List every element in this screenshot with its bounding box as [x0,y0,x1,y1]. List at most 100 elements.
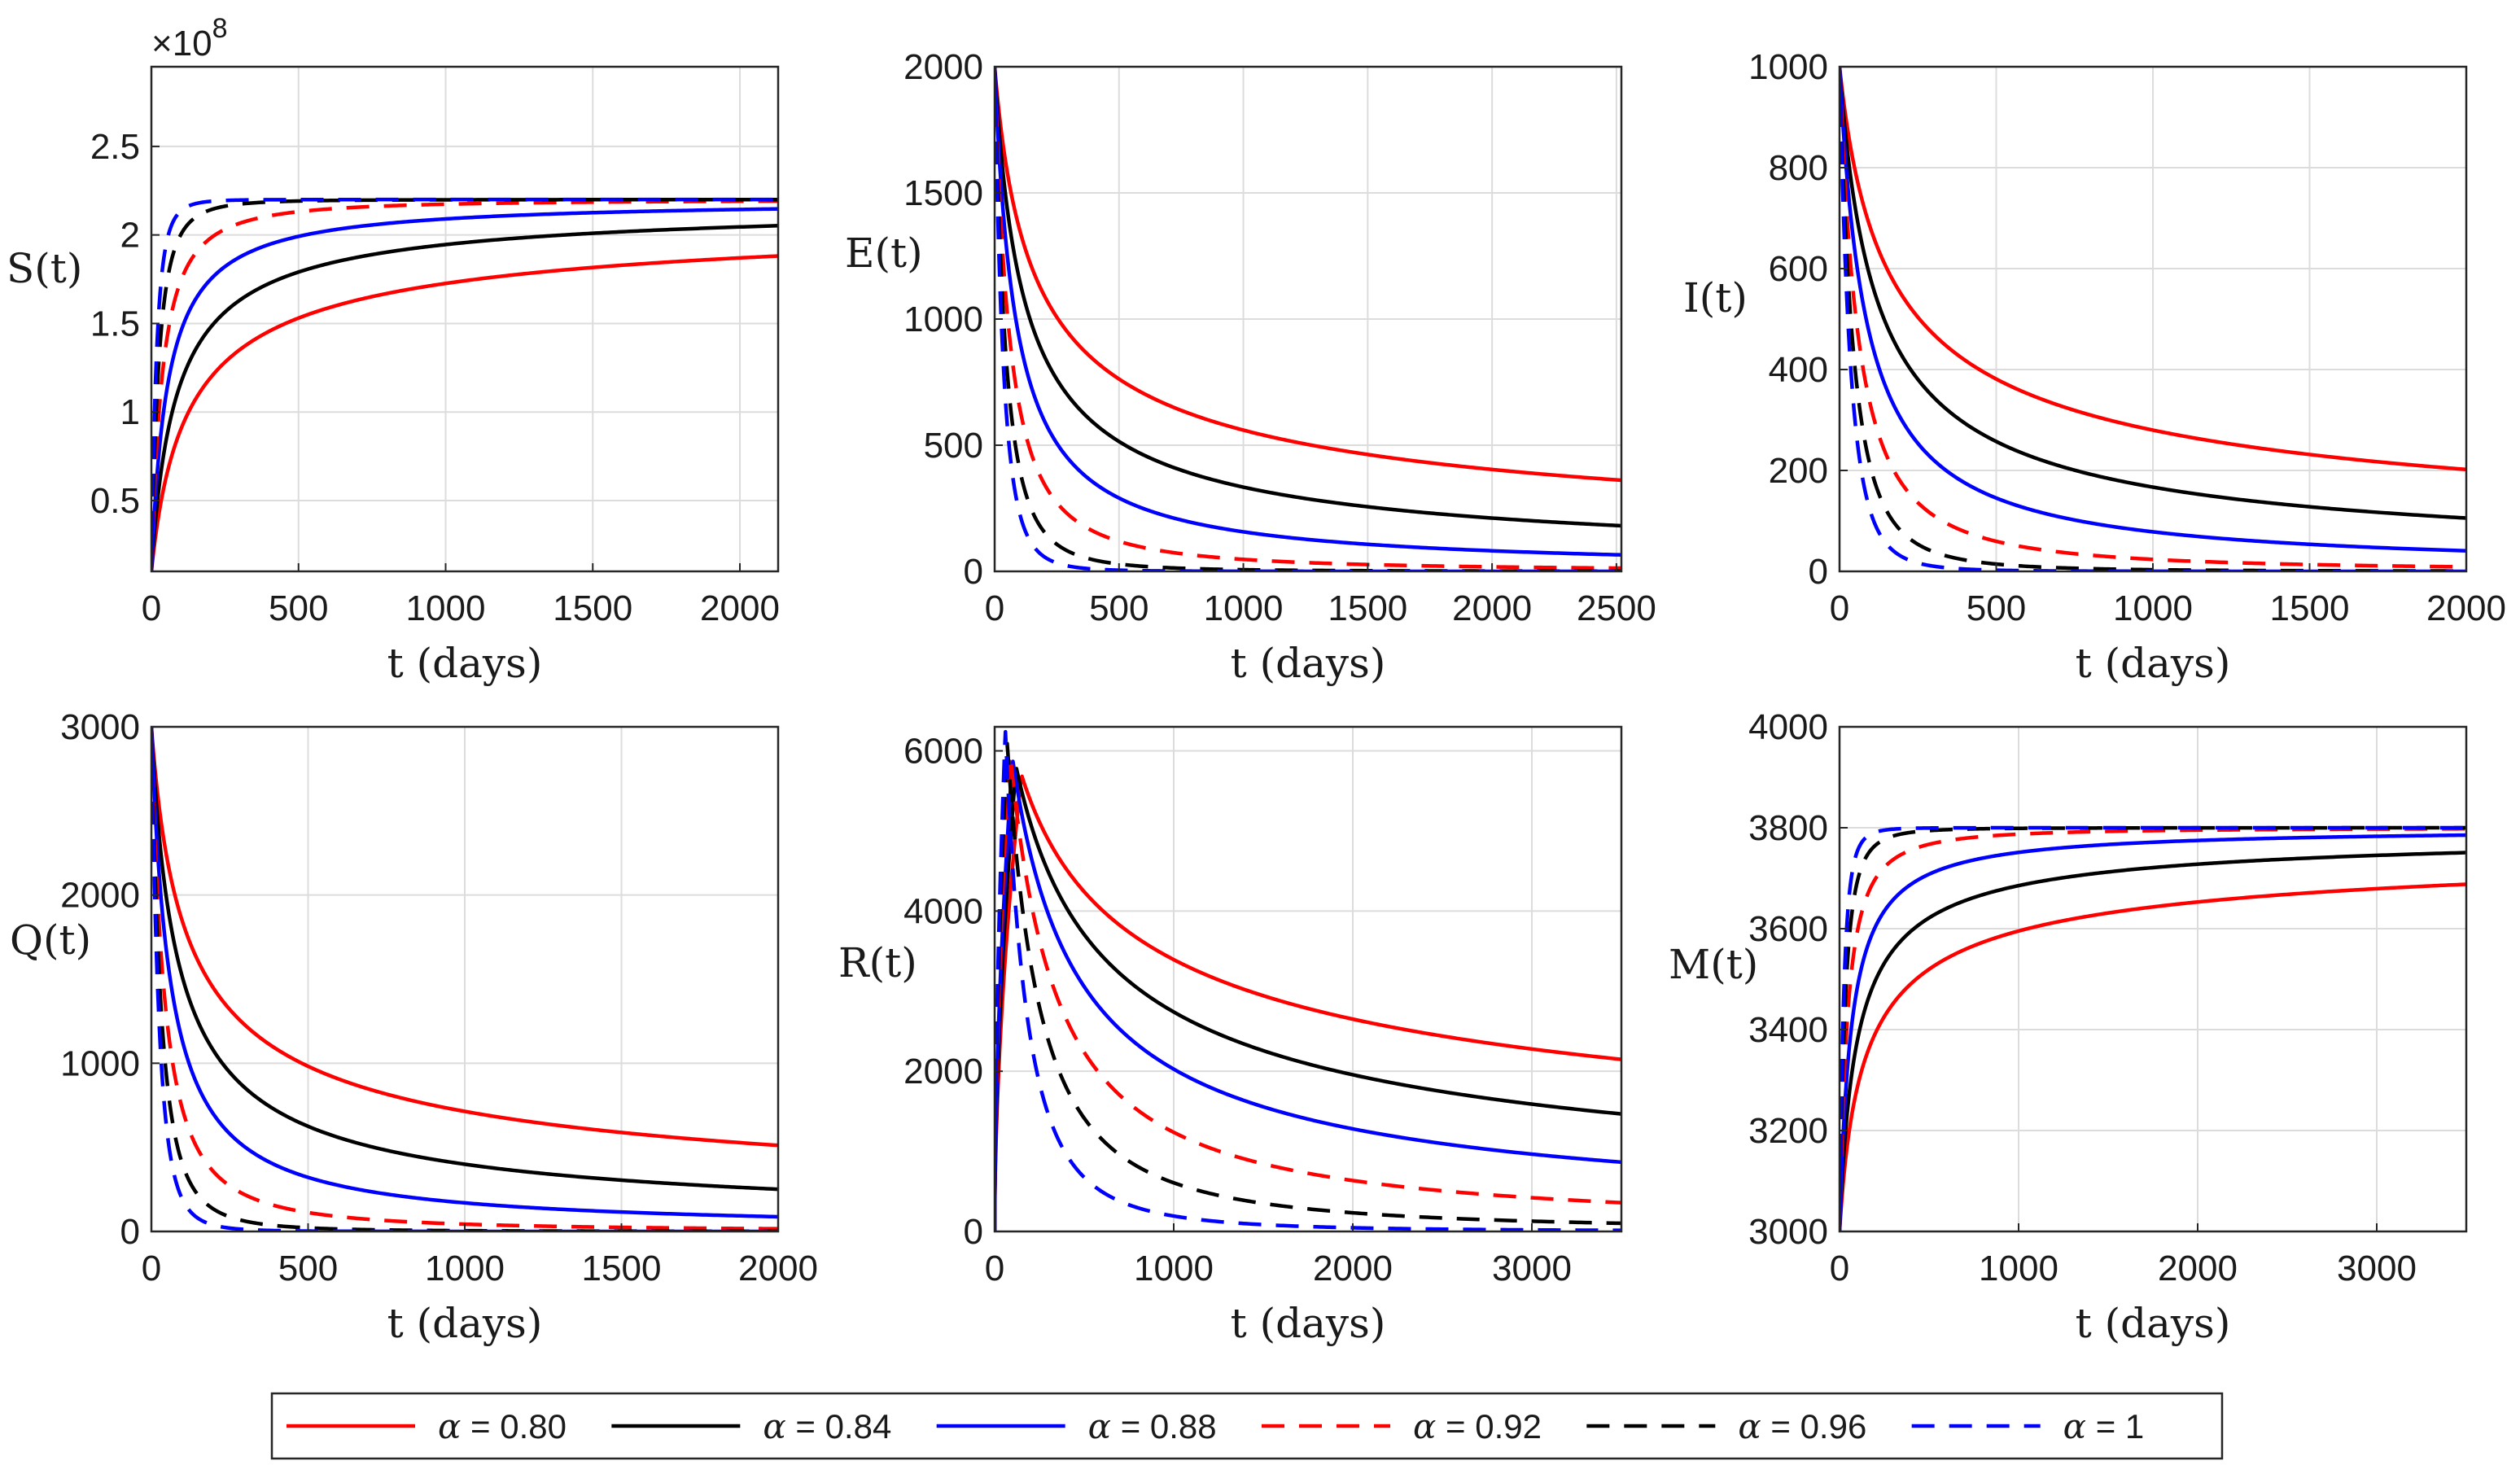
x-tick-label: 1000 [1134,1249,1214,1288]
series-line-I-3 [1840,67,2466,569]
y-tick-label: 1500 [903,173,983,213]
y-tick-label: 4000 [903,891,983,931]
y-axis-label: I(t) [1683,274,1748,321]
y-axis-label: M(t) [1669,941,1758,988]
x-axis-label: t (days) [2076,1300,2231,1347]
x-tick-label: 1000 [1979,1249,2058,1288]
series-line-S-3 [151,199,778,571]
legend-item-2: α = 0.88 [936,1406,1217,1446]
series-line-R-2 [995,759,1621,1231]
series-line-S-4 [151,197,778,571]
y-tick-label: 0 [120,1212,140,1252]
y-tick-label: 3000 [1748,1212,1828,1252]
series-line-Q-1 [151,727,778,1192]
panel-E: 0 500 1000 1500 2000 2500 0 500 1000 1500 2000 t (d… [845,47,1656,687]
y-tick-label: 500 [924,426,983,466]
x-tick-label: 1500 [2270,588,2350,628]
y-tick-label: 3800 [1748,808,1828,848]
legend-label: α = 0.84 [763,1406,891,1446]
series-line-M-0 [1840,882,2466,1231]
y-tick-label: 3200 [1748,1111,1828,1151]
y-exponent-label: ×108 [151,13,228,63]
y-axis-label: Q(t) [10,916,91,964]
x-tick-label: 1000 [2113,588,2193,628]
x-axis-label: t (days) [387,1300,543,1347]
grid-E [995,67,1621,571]
axes-frame-R [993,725,1623,1233]
panel-Q: 0 500 1000 1500 2000 0 1000 2000 3000 t (days) Q(t… [10,707,818,1347]
x-tick-label: 500 [1089,588,1148,628]
legend-item-1: α = 0.84 [611,1406,891,1446]
y-tick-label: 1000 [60,1043,140,1083]
series-line-E-1 [995,67,1621,528]
y-axis-label: E(t) [845,230,923,277]
y-tick-label: 200 [1769,451,1828,491]
grid-S [151,67,778,571]
grid-M [1840,727,2466,1231]
y-tick-label: 1.5 [90,304,140,343]
series-line-E-2 [995,67,1621,558]
series-line-E-0 [995,67,1621,483]
legend-label: α = 0.96 [1738,1406,1866,1446]
x-tick-label: 0 [142,588,161,628]
x-tick-label: 2000 [2158,1249,2238,1288]
y-tick-label: 0 [964,1212,983,1252]
x-axis-label: t (days) [1231,640,1386,687]
y-tick-label: 3000 [60,707,140,747]
legend-item-3: α = 0.92 [1262,1406,1542,1446]
y-tick-label: 1000 [903,300,983,339]
y-tick-label: 2000 [903,1052,983,1091]
x-tick-label: 1000 [1204,588,1284,628]
x-tick-label: 3000 [1492,1249,1572,1288]
series-line-S-0 [151,254,778,571]
x-tick-label: 1000 [406,588,486,628]
x-tick-label: 1500 [553,588,632,628]
series-line-E-4 [995,67,1621,571]
y-tick-label: 6000 [903,732,983,772]
x-tick-label: 0 [1830,1249,1849,1288]
y-axis-label: R(t) [838,939,917,986]
y-tick-label: 400 [1769,350,1828,390]
legend-label: α = 0.92 [1413,1406,1542,1446]
y-tick-label: 2000 [903,47,983,87]
y-tick-label: 2000 [60,876,140,916]
grid-I [1840,67,2466,571]
legend-label: α = 1 [2063,1406,2145,1446]
series-group-S [151,197,778,571]
x-tick-label: 1500 [1328,588,1407,628]
x-tick-label: 1500 [582,1249,662,1288]
x-tick-label: 3000 [2337,1249,2417,1288]
series-line-M-1 [1840,851,2466,1231]
x-axis-label: t (days) [2076,640,2231,687]
series-line-M-4 [1840,825,2466,1231]
series-line-Q-3 [151,727,778,1231]
x-tick-label: 0 [1830,588,1849,628]
y-tick-label: 3600 [1748,909,1828,949]
x-tick-label: 0 [985,1249,1004,1288]
x-tick-label: 2000 [700,588,780,628]
grid-Q [151,727,778,1231]
x-tick-label: 2000 [2426,588,2506,628]
y-tick-label: 2 [120,216,140,256]
y-tick-label: 600 [1769,249,1828,289]
axes-frame-M [1838,725,2468,1233]
series-line-R-5 [995,729,1621,1231]
series-line-R-0 [995,774,1621,1231]
legend-label: α = 0.80 [438,1406,567,1446]
series-line-Q-0 [151,727,778,1148]
legend-item-0: α = 0.80 [287,1406,567,1446]
panel-M: 0 1000 2000 3000 3000 3200 3400 3600 3800 4000 t (… [1669,707,2468,1347]
x-tick-label: 0 [142,1249,161,1288]
y-tick-label: 1 [120,392,140,432]
series-line-S-2 [151,207,778,571]
x-tick-label: 1000 [425,1249,505,1288]
series-group-R [995,729,1621,1231]
series-line-S-5 [151,197,778,571]
y-tick-label: 3400 [1748,1010,1828,1050]
legend-box [270,1392,2224,1460]
series-line-R-1 [995,767,1621,1231]
x-tick-label: 2000 [1313,1249,1393,1288]
legend: α = 0.80 α = 0.84 α = 0.88 α = 0.92 α = 0.96… [270,1392,2224,1460]
series-group-M [1840,825,2466,1231]
